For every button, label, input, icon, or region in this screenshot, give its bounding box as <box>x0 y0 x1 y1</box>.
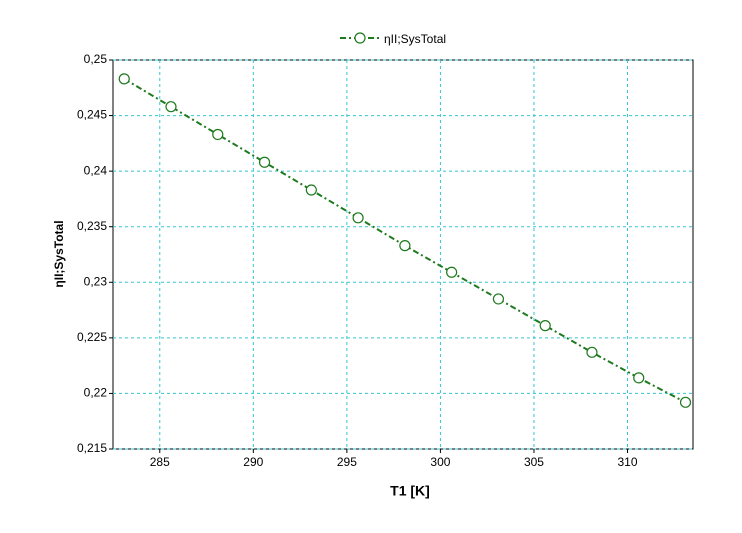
x-tick-label: 285 <box>150 455 170 469</box>
data-point <box>586 346 598 358</box>
y-tick-label: 0,24 <box>84 163 108 177</box>
y-tick-label: 0,245 <box>77 108 107 122</box>
x-tick-label: 300 <box>430 455 450 469</box>
y-tick-label: 0,235 <box>77 219 107 233</box>
y-tick-label: 0,215 <box>77 441 107 455</box>
plot-frame <box>112 59 694 450</box>
y-tick-label: 0,225 <box>77 330 107 344</box>
legend-label: ηII;SysTotal <box>384 32 446 46</box>
x-tick-label: 295 <box>337 455 357 469</box>
x-axis-label: T1 [K] <box>390 483 430 499</box>
data-point <box>118 73 130 85</box>
legend-marker <box>354 32 366 44</box>
data-point <box>633 372 645 384</box>
data-point <box>165 101 177 113</box>
data-point <box>399 240 411 252</box>
x-tick-label: 305 <box>524 455 544 469</box>
data-point <box>539 320 551 332</box>
data-point <box>679 396 692 408</box>
y-tick-label: 0,23 <box>84 274 108 288</box>
data-point <box>446 266 458 278</box>
y-axis-label: ηII;SysTotal <box>52 220 66 287</box>
x-tick-label: 310 <box>618 455 638 469</box>
data-point <box>492 293 505 305</box>
data-point <box>212 128 224 141</box>
data-point <box>305 184 317 196</box>
data-point <box>258 156 271 168</box>
x-tick-label: 290 <box>243 455 263 469</box>
y-tick-label: 0,25 <box>84 52 108 66</box>
y-tick-label: 0,22 <box>84 386 108 400</box>
data-point <box>352 212 364 224</box>
